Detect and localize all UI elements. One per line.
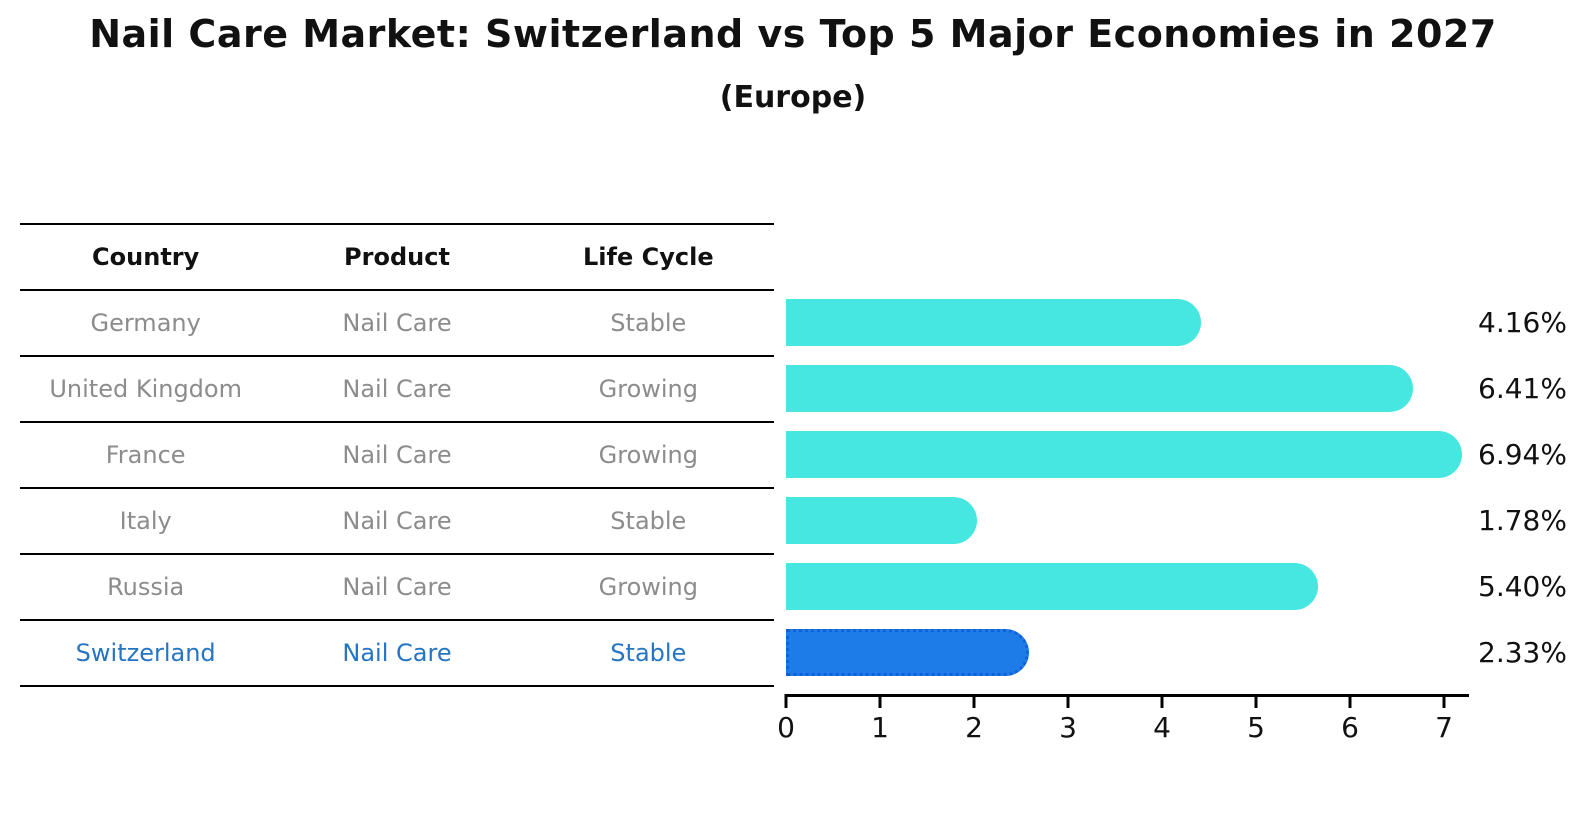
tick-label: 7 xyxy=(1435,711,1453,744)
value-label-italy: 1.78% xyxy=(1478,503,1567,537)
tick-label: 2 xyxy=(965,711,983,744)
cell-product: Nail Care xyxy=(342,573,452,601)
tick-mark xyxy=(1254,694,1258,708)
tick-mark xyxy=(878,694,882,708)
cell-product: Nail Care xyxy=(342,309,452,337)
bar-row-france xyxy=(786,421,1469,487)
tick-mark xyxy=(784,694,788,708)
cell-country: France xyxy=(105,441,186,469)
value-row: 2.33% xyxy=(1478,619,1582,685)
bar-row-germany xyxy=(786,289,1469,355)
cell-life-cycle: Growing xyxy=(598,573,698,601)
table-row-united-kingdom: United Kingdom Nail Care Growing xyxy=(20,357,774,423)
bar-italy xyxy=(786,496,978,544)
tick-label: 4 xyxy=(1153,711,1171,744)
column-header-country: Country xyxy=(92,243,200,271)
tick-label: 6 xyxy=(1341,711,1359,744)
bar-france xyxy=(786,430,1463,478)
value-row: 1.78% xyxy=(1478,487,1582,553)
table-header-row: Country Product Life Cycle xyxy=(20,225,774,291)
cell-product: Nail Care xyxy=(342,375,452,403)
table-row-italy: Italy Nail Care Stable xyxy=(20,489,774,555)
chart-title: Nail Care Market: Switzerland vs Top 5 M… xyxy=(89,12,1497,56)
cell-life-cycle: Stable xyxy=(610,309,687,337)
tick-mark xyxy=(972,694,976,708)
cell-country: Russia xyxy=(107,573,185,601)
column-header-product: Product xyxy=(344,243,450,271)
chart-subtitle: (Europe) xyxy=(719,80,867,115)
cell-life-cycle: Growing xyxy=(598,441,698,469)
cell-life-cycle: Stable xyxy=(610,639,687,667)
x-axis-ticks: 0 1 2 3 4 5 6 7 xyxy=(777,694,1469,744)
cell-country: Italy xyxy=(119,507,172,535)
value-label-russia: 5.40% xyxy=(1478,569,1567,603)
cell-product: Nail Care xyxy=(342,507,452,535)
table-row-france: France Nail Care Growing xyxy=(20,423,774,489)
data-table: Country Product Life Cycle Germany Nail … xyxy=(20,223,774,687)
bar-switzerland xyxy=(786,628,1030,676)
bar-row-united-kingdom xyxy=(786,355,1469,421)
tick-mark xyxy=(1442,694,1446,708)
cell-country: Germany xyxy=(90,309,201,337)
value-label-germany: 4.16% xyxy=(1478,305,1567,339)
value-row: 6.41% xyxy=(1478,355,1582,421)
tick-mark xyxy=(1348,694,1352,708)
bar-russia xyxy=(786,562,1318,610)
cell-product: Nail Care xyxy=(342,441,452,469)
table-row-germany: Germany Nail Care Stable xyxy=(20,291,774,357)
column-header-life-cycle: Life Cycle xyxy=(583,243,714,271)
bar-row-russia xyxy=(786,553,1469,619)
x-axis-line xyxy=(786,694,1469,697)
tick-label: 0 xyxy=(777,711,795,744)
bar-germany xyxy=(786,298,1202,346)
tick-label: 1 xyxy=(871,711,889,744)
tick-label: 3 xyxy=(1059,711,1077,744)
bars-area xyxy=(786,289,1469,685)
tick-mark xyxy=(1066,694,1070,708)
bar-row-switzerland xyxy=(786,619,1469,685)
tick-mark xyxy=(1160,694,1164,708)
cell-country: Switzerland xyxy=(75,639,216,667)
table-row-russia: Russia Nail Care Growing xyxy=(20,555,774,621)
value-labels-column: 4.16% 6.41% 6.94% 1.78% 5.40% 2.33% xyxy=(1478,289,1582,685)
value-row: 5.40% xyxy=(1478,553,1582,619)
value-row: 4.16% xyxy=(1478,289,1582,355)
cell-product: Nail Care xyxy=(342,639,452,667)
bar-united-kingdom xyxy=(786,364,1413,412)
bar-row-italy xyxy=(786,487,1469,553)
value-label-switzerland: 2.33% xyxy=(1478,635,1567,669)
tick-label: 5 xyxy=(1247,711,1265,744)
cell-country: United Kingdom xyxy=(49,375,242,403)
value-label-france: 6.94% xyxy=(1478,437,1567,471)
value-row: 6.94% xyxy=(1478,421,1582,487)
value-label-united-kingdom: 6.41% xyxy=(1478,371,1567,405)
table-row-switzerland: Switzerland Nail Care Stable xyxy=(20,621,774,687)
cell-life-cycle: Stable xyxy=(610,507,687,535)
cell-life-cycle: Growing xyxy=(598,375,698,403)
